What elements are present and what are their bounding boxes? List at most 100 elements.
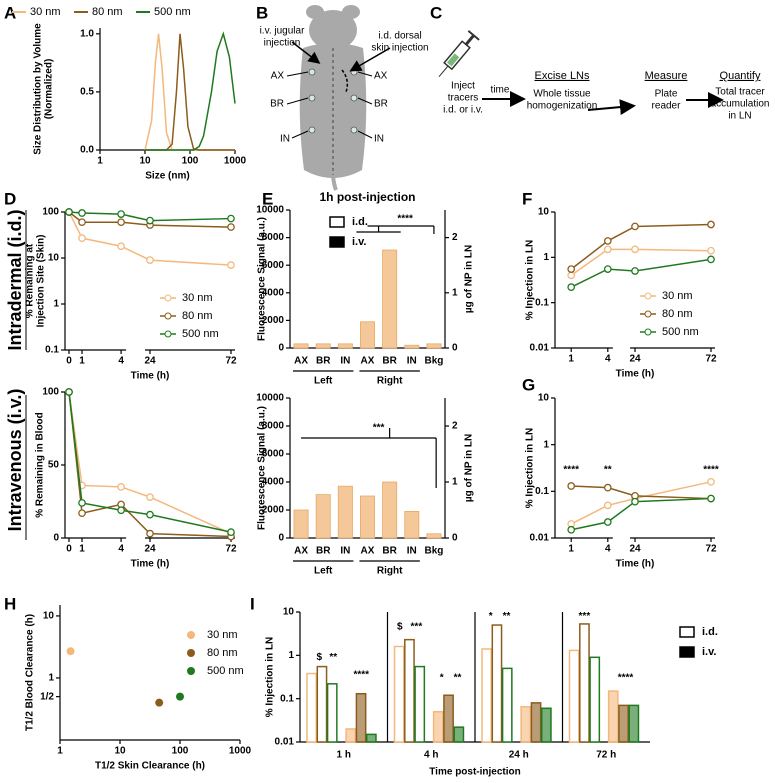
data-point xyxy=(117,483,125,491)
significance-label: **** xyxy=(563,465,579,476)
x-tick-label: 24 h xyxy=(509,750,529,761)
panel-letter: B xyxy=(256,3,268,22)
series-line xyxy=(570,481,712,525)
bar xyxy=(618,704,629,743)
legend-swatch xyxy=(644,292,652,300)
y2-tick-label: 2 xyxy=(452,232,458,243)
step-text: Inject xyxy=(451,81,475,92)
bar xyxy=(628,704,640,743)
data-point xyxy=(66,647,75,656)
legend-swatch xyxy=(329,236,345,248)
y-tick-label: 1/2 xyxy=(40,691,54,702)
bar xyxy=(382,481,398,539)
bar xyxy=(589,656,601,743)
y-tick-label: 1.0 xyxy=(80,28,94,39)
series-line xyxy=(571,497,712,531)
data-point xyxy=(707,477,715,486)
legend-swatch xyxy=(679,646,695,658)
series-line xyxy=(570,248,712,276)
node-label: AX xyxy=(271,71,285,82)
data-point xyxy=(603,501,612,510)
data-point xyxy=(707,494,715,503)
bar xyxy=(607,690,619,743)
bar xyxy=(481,648,493,743)
y-axis-label: Fluorescence Signal (a.u.) xyxy=(257,217,268,341)
data-point xyxy=(117,218,125,227)
data-point xyxy=(146,216,154,225)
bar xyxy=(306,672,318,743)
chart-title: 1h post-injection xyxy=(320,190,416,204)
significance-label: * xyxy=(440,673,444,684)
y-tick-label: 1 xyxy=(543,252,549,263)
x-tick-label: 4 xyxy=(605,544,611,555)
bar xyxy=(426,533,442,539)
y-tick-label: 6000 xyxy=(262,449,285,460)
injection-label: i.d. dorsal xyxy=(378,31,421,42)
x-tick-label: 24 xyxy=(144,356,156,367)
data-point xyxy=(707,220,715,229)
data-point xyxy=(567,482,576,490)
bar xyxy=(568,649,580,743)
significance-label: **** xyxy=(353,670,369,681)
y-axis-label: Fluorescence Signal (a.u.) xyxy=(257,406,268,530)
x-tick-label: AX xyxy=(361,356,375,367)
bar xyxy=(520,706,532,743)
legend-swatch xyxy=(187,631,195,639)
y-tick-label: 10 xyxy=(283,607,295,618)
bar xyxy=(326,683,338,743)
data-point xyxy=(65,208,73,216)
y2-tick-label: 0 xyxy=(452,343,458,354)
x-tick-label: 72 xyxy=(705,354,717,365)
bar xyxy=(355,692,367,743)
bar xyxy=(432,710,444,743)
x-tick-label: 10 xyxy=(114,746,126,757)
syringe-icon xyxy=(438,30,480,78)
data-point xyxy=(78,234,86,243)
bar xyxy=(530,702,542,743)
arrow-label: time xyxy=(491,85,510,96)
y-tick-label: 8000 xyxy=(262,421,285,432)
x-tick-label: 72 xyxy=(705,544,717,555)
x-tick-label: 1 xyxy=(57,746,63,757)
panel-letter: E xyxy=(262,189,273,208)
y2-tick-label: 0 xyxy=(452,533,458,544)
y-tick-label: 0 xyxy=(278,343,284,354)
panel-letter: A xyxy=(4,3,16,22)
data-point xyxy=(227,261,235,269)
panel-letter: H xyxy=(4,594,16,613)
x-tick-label: 1000 xyxy=(229,746,252,757)
group-label: Left xyxy=(314,376,333,387)
bar xyxy=(315,494,331,539)
group-label: Left xyxy=(314,566,333,577)
bar xyxy=(293,509,309,539)
legend-swatch xyxy=(164,312,172,320)
bar xyxy=(360,321,375,349)
legend-swatch xyxy=(644,310,652,318)
legend-swatch xyxy=(187,667,195,675)
data-point xyxy=(567,271,576,280)
node-label: IN xyxy=(374,134,384,145)
data-point xyxy=(146,529,154,538)
data-point xyxy=(603,245,612,254)
legend-label: 80 nm xyxy=(92,6,123,18)
x-tick-label: 10 xyxy=(139,156,151,167)
data-point xyxy=(227,223,235,231)
legend-label: 80 nm xyxy=(662,308,693,320)
row-label: Intravenous (i.v.) xyxy=(5,389,25,532)
x-tick-label: BR xyxy=(382,546,397,557)
y-tick-label: 0.1 xyxy=(45,345,59,356)
legend-label: 500 nm xyxy=(182,328,219,340)
injection-label: injection xyxy=(264,38,301,49)
x-tick-label: BR xyxy=(316,356,331,367)
y-axis-label: % Remaining at xyxy=(25,243,36,318)
panel-letter: D xyxy=(4,189,16,208)
data-point xyxy=(78,509,86,518)
x-tick-label: 72 xyxy=(225,544,237,555)
x-tick-label: IN xyxy=(407,356,417,367)
data-point xyxy=(631,222,639,231)
x-tick-label: BR xyxy=(316,546,331,557)
legend-label: 30 nm xyxy=(182,292,213,304)
x-tick-label: AX xyxy=(294,546,308,557)
x-tick-label: AX xyxy=(294,356,308,367)
